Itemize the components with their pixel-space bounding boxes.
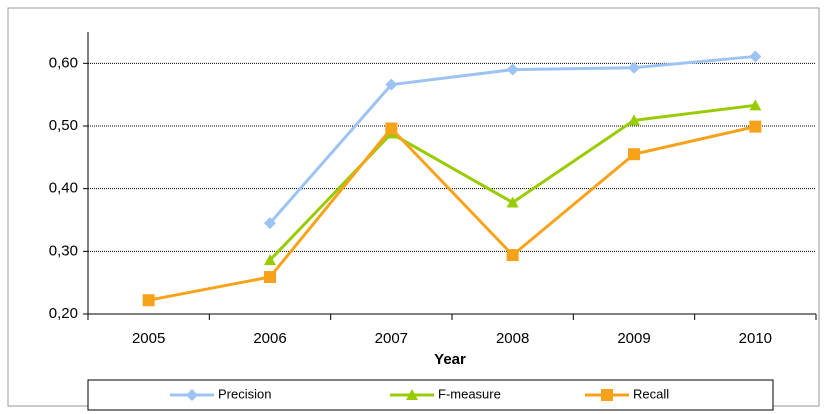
x-tick-label: 2006 — [253, 330, 286, 347]
legend-label: Precision — [218, 386, 271, 401]
legend-label: Recall — [633, 386, 669, 401]
x-tick-label: 2009 — [617, 330, 650, 347]
marker — [628, 61, 640, 74]
marker — [749, 99, 762, 111]
marker — [628, 114, 640, 126]
x-tick-label: 2005 — [132, 330, 165, 347]
marker — [506, 196, 519, 208]
y-tick-label: 0,40 — [49, 180, 78, 197]
marker — [385, 122, 398, 135]
y-tick-label: 0,20 — [49, 305, 78, 322]
x-axis-title: Year — [434, 351, 466, 368]
y-tick-label: 0,30 — [49, 242, 78, 259]
marker — [264, 254, 276, 266]
legend-label: F-measure — [438, 386, 501, 401]
marker — [142, 294, 155, 307]
marker — [628, 148, 640, 161]
marker — [186, 389, 198, 401]
marker — [264, 217, 276, 230]
y-tick-label: 0,50 — [49, 117, 78, 134]
marker — [601, 389, 613, 401]
series-line — [148, 125, 756, 302]
marker — [506, 63, 519, 76]
marker — [506, 249, 519, 262]
marker — [385, 78, 398, 91]
x-tick-label: 2008 — [496, 330, 529, 347]
x-tick-label: 2010 — [739, 330, 772, 347]
y-tick-label: 0,60 — [49, 54, 78, 71]
marker — [264, 271, 276, 284]
marker — [406, 389, 418, 400]
marker — [749, 50, 762, 63]
chart-frame — [7, 7, 820, 407]
x-tick-label: 2007 — [375, 330, 408, 347]
marker — [749, 120, 762, 133]
